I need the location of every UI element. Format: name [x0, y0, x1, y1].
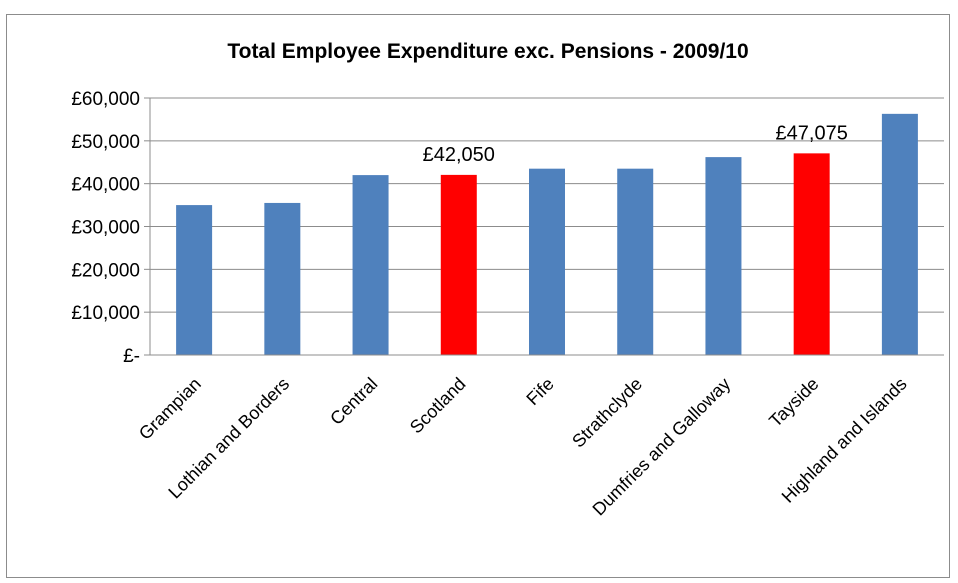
y-tick-label: £20,000 — [71, 260, 140, 281]
bar — [264, 202, 301, 355]
bar — [617, 168, 654, 355]
y-tick-label: £- — [123, 346, 140, 367]
y-tick-label: £60,000 — [71, 89, 140, 110]
bar — [440, 174, 477, 355]
bar — [529, 168, 565, 355]
bars — [176, 113, 918, 356]
bar — [352, 175, 389, 355]
y-tick-label: £50,000 — [71, 132, 140, 153]
x-tick-label: Strathclyde — [568, 374, 646, 452]
y-tick-label: £40,000 — [71, 175, 140, 196]
x-tick-label: Scotland — [406, 374, 470, 438]
bar — [881, 113, 918, 356]
x-tick-label: Grampian — [135, 374, 205, 444]
data-label: £47,075 — [776, 122, 848, 144]
y-tick-label: £10,000 — [71, 303, 140, 324]
x-tick-label: Fife — [522, 374, 557, 409]
chart-title: Total Employee Expenditure exc. Pensions… — [227, 40, 748, 63]
y-tick-label: £30,000 — [71, 218, 140, 239]
bar — [176, 205, 213, 355]
data-labels: £42,050 £47,075 — [423, 122, 848, 166]
chart-frame — [6, 14, 950, 578]
bar — [793, 153, 830, 355]
x-tick-label: Central — [326, 374, 381, 429]
y-axis: £- £10,000 £20,000 £30,000 £40,000 £50,000 £60… — [71, 89, 151, 367]
bar — [705, 157, 742, 355]
data-label: £42,050 — [423, 144, 495, 166]
x-tick-label: Tayside — [765, 374, 822, 431]
